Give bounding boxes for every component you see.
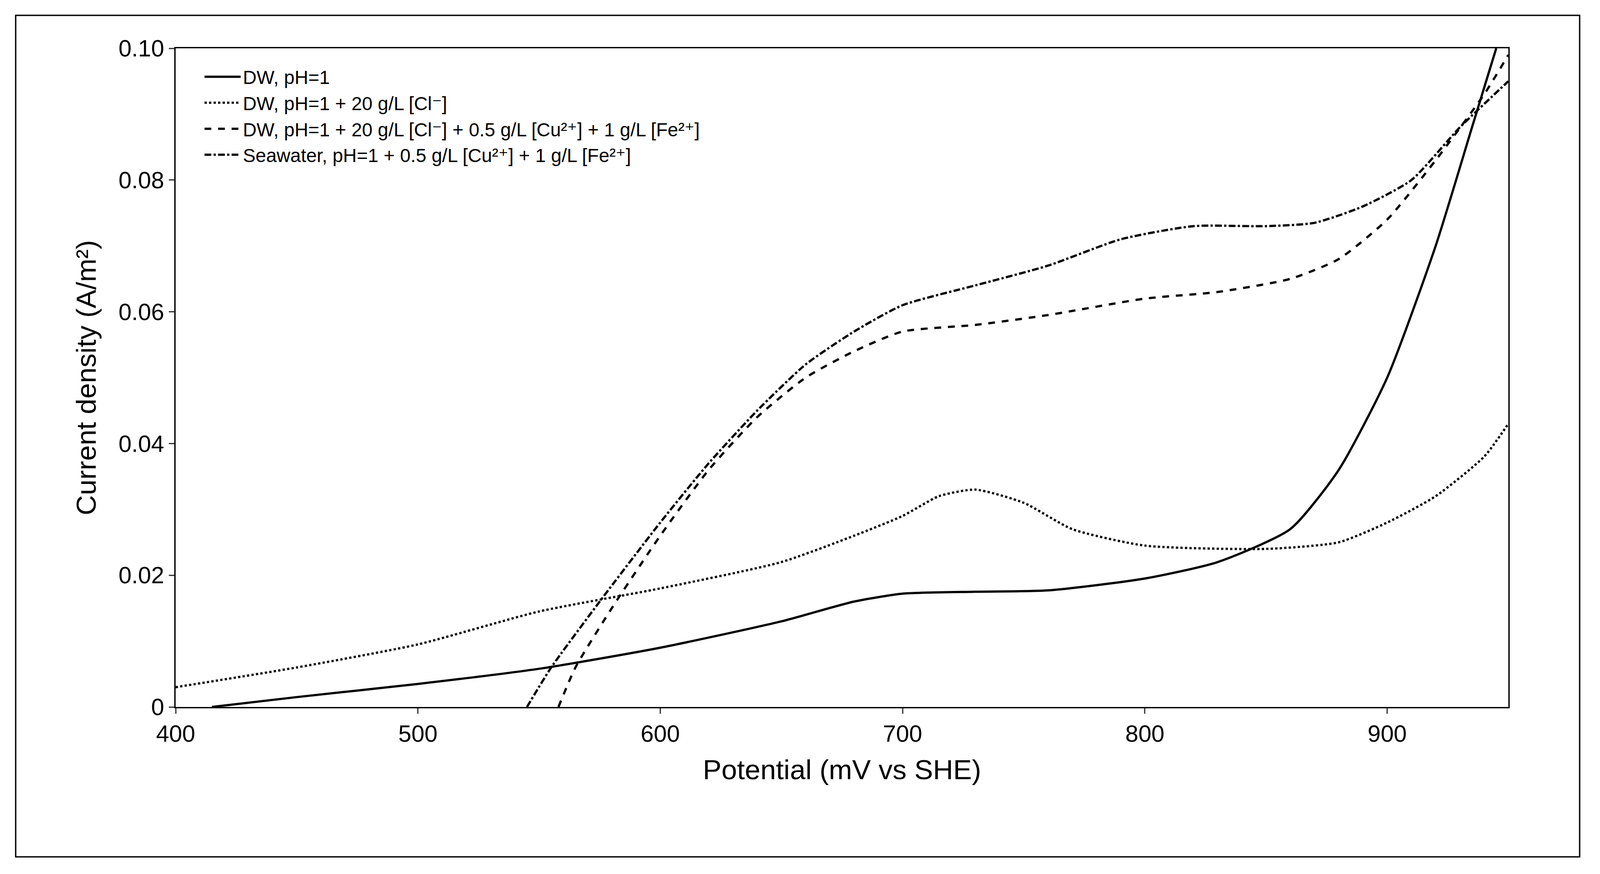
svg-text:800: 800	[1125, 720, 1165, 747]
svg-text:900: 900	[1367, 720, 1407, 747]
svg-text:Potential (mV vs SHE): Potential (mV vs SHE)	[702, 753, 982, 786]
svg-text:600: 600	[640, 720, 680, 747]
svg-text:0.10: 0.10	[118, 35, 164, 62]
svg-text:Seawater, pH=1 + 0.5 g/L [Cu²⁺: Seawater, pH=1 + 0.5 g/L [Cu²⁺] + 1 g/L …	[242, 144, 632, 167]
svg-text:700: 700	[883, 720, 923, 747]
svg-text:500: 500	[398, 720, 438, 747]
svg-text:0.04: 0.04	[118, 430, 164, 457]
svg-text:0: 0	[151, 693, 165, 721]
svg-text:DW, pH=1 + 20 g/L [Cl⁻] + 0.5: DW, pH=1 + 20 g/L [Cl⁻] + 0.5 g/L [Cu²⁺]…	[242, 119, 700, 141]
svg-text:Current density (A/m²): Current density (A/m²)	[70, 240, 102, 516]
svg-text:400: 400	[156, 720, 196, 747]
svg-text:0.06: 0.06	[118, 298, 164, 326]
svg-text:DW, pH=1 + 20 g/L [Cl⁻]: DW, pH=1 + 20 g/L [Cl⁻]	[242, 93, 447, 115]
svg-text:0.08: 0.08	[118, 167, 164, 194]
svg-text:0.02: 0.02	[118, 562, 164, 589]
svg-text:DW, pH=1: DW, pH=1	[242, 66, 331, 89]
